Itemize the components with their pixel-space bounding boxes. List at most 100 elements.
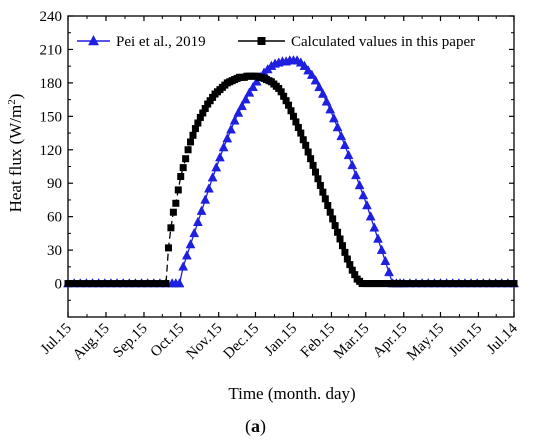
y-tick-label: 120 [40, 143, 63, 159]
data-point-square [172, 199, 180, 207]
data-point-square [510, 280, 518, 288]
data-point-square [187, 138, 195, 146]
data-point-square [436, 280, 444, 288]
x-tick-label: Nov.15 [183, 321, 225, 363]
data-point-square [400, 280, 408, 288]
x-tick-label: May.15 [404, 321, 447, 364]
data-point-square [321, 195, 329, 203]
data-point-square [167, 224, 175, 232]
data-point-triangle [248, 81, 258, 92]
data-point-square [498, 280, 506, 288]
data-point-square [338, 242, 346, 250]
data-point-square [196, 113, 204, 121]
data-point-square [351, 271, 359, 279]
data-point-square [294, 123, 302, 131]
data-point-triangle [321, 96, 332, 106]
data-point-triangle [332, 121, 343, 132]
y-tick-label: 240 [40, 9, 63, 25]
data-point-square [164, 244, 172, 252]
legend-item-1: Pei et al., 2019 [77, 34, 206, 50]
x-tick-label: Mar.15 [331, 321, 373, 363]
data-point-triangle [203, 183, 214, 193]
data-point-triangle [299, 60, 310, 70]
data-point-square [125, 280, 133, 288]
data-point-square [292, 118, 300, 126]
data-point-square [473, 280, 481, 288]
data-point-triangle [358, 189, 369, 200]
data-point-square [479, 280, 487, 288]
series-line [68, 59, 514, 285]
data-point-triangle [178, 261, 189, 271]
series-1 [63, 55, 519, 288]
y-tick-label: 60 [47, 210, 62, 226]
data-point-square [194, 119, 202, 127]
data-point-triangle [189, 227, 200, 238]
data-point-square [492, 280, 500, 288]
data-point-square [89, 280, 97, 288]
data-point-square [309, 161, 317, 169]
data-point-square [307, 155, 315, 163]
data-point-triangle [336, 130, 347, 141]
data-point-triangle [244, 87, 255, 97]
data-point-square [76, 280, 84, 288]
data-point-square [443, 280, 451, 288]
data-point-square [113, 280, 121, 288]
data-point-square [297, 129, 305, 137]
data-point-triangle [192, 216, 203, 226]
data-point-square [289, 112, 297, 120]
data-point-square [299, 136, 307, 144]
data-point-triangle [174, 278, 185, 288]
data-point-square [485, 280, 493, 288]
data-point-triangle [200, 194, 211, 204]
data-point-square [64, 280, 72, 288]
data-point-square [199, 109, 207, 117]
data-point-square [70, 280, 78, 288]
data-point-triangle [373, 233, 383, 243]
data-point-square [101, 280, 109, 288]
data-point-triangle [310, 75, 321, 85]
y-tick-label: 150 [40, 109, 63, 125]
data-point-triangle [229, 115, 240, 125]
data-point-square [156, 280, 164, 288]
series-2 [64, 72, 518, 288]
data-point-square [162, 280, 170, 288]
data-point-triangle [380, 255, 391, 266]
data-point-triangle [303, 65, 314, 75]
legend-marker-triangle [88, 35, 99, 46]
data-point-triangle [354, 179, 365, 190]
data-point-square [334, 228, 342, 236]
legend-label: Calculated values in this paper [291, 34, 475, 50]
data-point-square [326, 208, 334, 216]
legend: Pei et al., 2019 Calculated values in thi… [77, 34, 475, 50]
data-point-triangle [196, 205, 207, 215]
legend-item-2: Calculated values in this paper [238, 34, 475, 50]
data-point-triangle [306, 69, 317, 79]
y-tick-label: 30 [47, 243, 62, 259]
data-point-square [119, 280, 127, 288]
data-point-square [504, 280, 512, 288]
data-point-square [312, 168, 320, 176]
data-point-triangle [317, 88, 328, 98]
data-point-square [424, 280, 432, 288]
data-point-square [418, 280, 426, 288]
data-point-square [331, 222, 339, 230]
data-point-square [107, 280, 115, 288]
data-point-triangle [211, 162, 222, 172]
series-layer [63, 55, 519, 288]
data-point-triangle [347, 159, 358, 170]
data-point-square [449, 280, 457, 288]
legend-label: Pei et al., 2019 [116, 34, 206, 50]
data-point-triangle [215, 152, 225, 162]
data-point-square [285, 101, 293, 109]
data-point-square [304, 148, 312, 156]
data-point-square [430, 280, 438, 288]
data-point-square [282, 97, 290, 105]
y-axis-label: Heat flux (W/m2) [6, 94, 25, 213]
data-point-triangle [240, 94, 251, 104]
data-point-square [287, 107, 295, 115]
data-point-triangle [365, 211, 376, 221]
data-point-square [191, 125, 199, 133]
data-point-square [467, 280, 475, 288]
data-point-square [277, 88, 285, 96]
data-point-triangle [226, 124, 236, 134]
